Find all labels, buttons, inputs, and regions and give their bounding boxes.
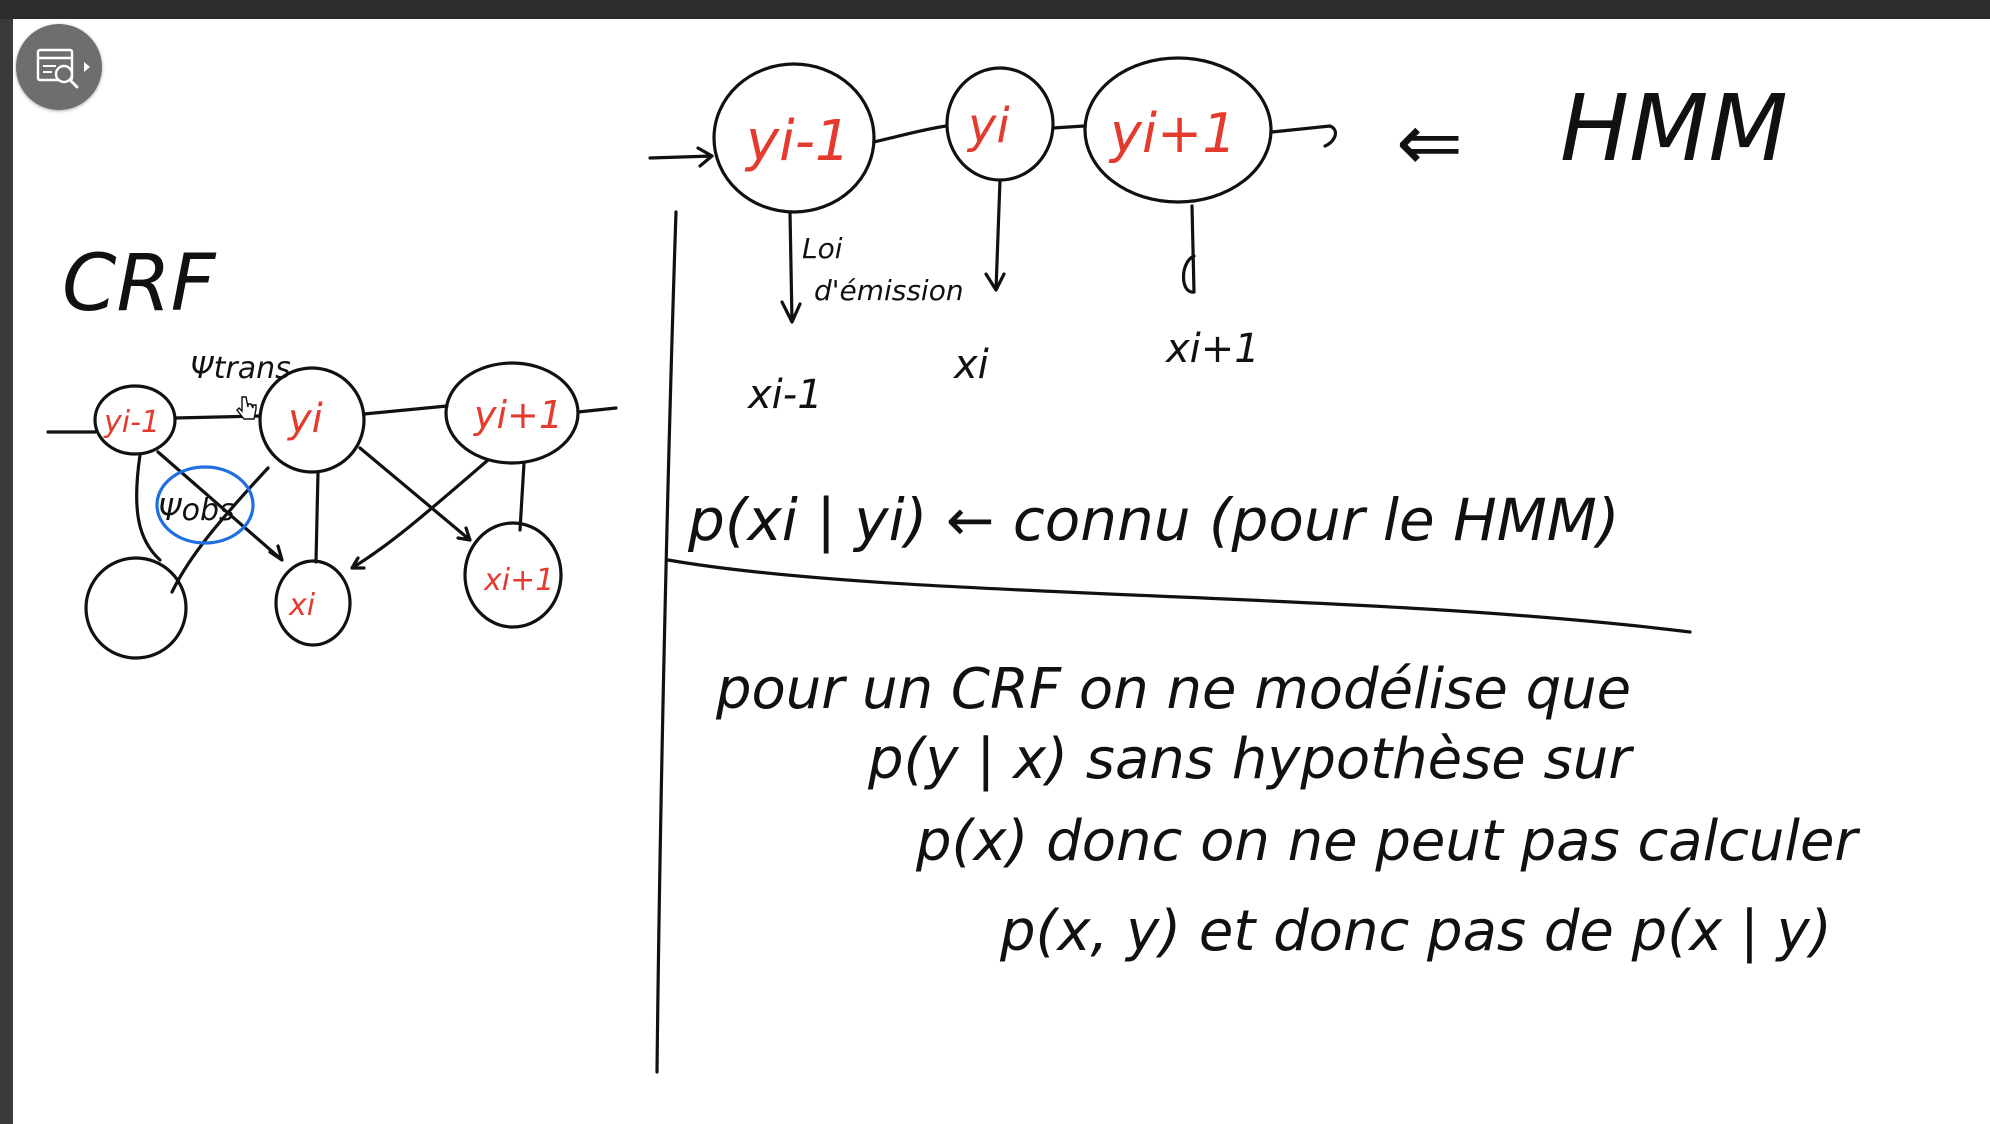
crf-node-y-prev-label: yi-1 <box>103 405 160 440</box>
hmm-node-y-next: yi+1 <box>1083 56 1273 204</box>
vertical-divider <box>655 210 678 1074</box>
window-top-bar <box>0 0 1990 19</box>
crf-node-x-next-label: xi+1 <box>483 563 554 598</box>
hmm-arrow: ⇐ <box>1396 96 1463 189</box>
crf-node-x-next: xi+1 <box>463 521 563 629</box>
crf-node-x-i-label: xi <box>288 588 316 623</box>
crf-node-x-prev <box>84 556 188 660</box>
hmm-obs-x-next: xi+1 <box>1164 326 1260 372</box>
zoom-tool-button[interactable] <box>16 24 102 110</box>
hmm-node-y-i: yi <box>945 66 1055 182</box>
emission-label-line2: d'émission <box>814 274 964 307</box>
horizontal-divider <box>666 558 1692 634</box>
psi-obs-circle <box>155 465 255 545</box>
whiteboard-drawing: CRF Ψtrans yi-1 yi yi+1 xi xi+1 <box>46 56 1860 1074</box>
hmm-label: HMM <box>1560 75 1788 182</box>
psi-obs-label: Ψobs <box>158 493 235 528</box>
hand-cursor-icon <box>236 396 257 420</box>
crf-node-x-i: xi <box>274 559 352 647</box>
hmm-node-y-next-label: yi+1 <box>1108 102 1237 165</box>
note-line-3: p(x) donc on ne peut pas calculer <box>915 809 1860 874</box>
note-line-4: p(x, y) et donc pas de p(x | y) <box>999 899 1832 964</box>
whiteboard-canvas[interactable]: CRF Ψtrans yi-1 yi yi+1 xi xi+1 <box>13 19 1990 1124</box>
hmm-node-y-prev: yi-1 <box>712 62 876 214</box>
note-line-2: p(y | x) sans hypothèse sur <box>867 727 1634 792</box>
crf-node-y-prev: yi-1 <box>93 384 177 456</box>
search-document-icon <box>36 48 90 89</box>
crf-node-y-i: yi <box>258 366 366 474</box>
crf-node-y-next-label: yi+1 <box>473 393 563 437</box>
hmm-obs-x-prev: xi-1 <box>746 372 823 418</box>
hmm-emission-note: p(xi | yi) ← connu (pour le HMM) <box>687 486 1619 554</box>
crf-node-y-i-label: yi <box>287 396 323 442</box>
note-line-1: pour un CRF on ne modélise que <box>715 657 1631 722</box>
crf-node-y-next: yi+1 <box>444 361 580 465</box>
emission-label-line1: Loi <box>802 232 843 265</box>
hmm-node-y-prev-label: yi-1 <box>744 109 851 174</box>
hmm-node-y-i-label: yi <box>966 98 1010 154</box>
hmm-obs-x-i: xi <box>952 342 989 388</box>
psi-trans-label: Ψtrans <box>190 351 291 386</box>
crf-title: CRF <box>62 239 217 329</box>
